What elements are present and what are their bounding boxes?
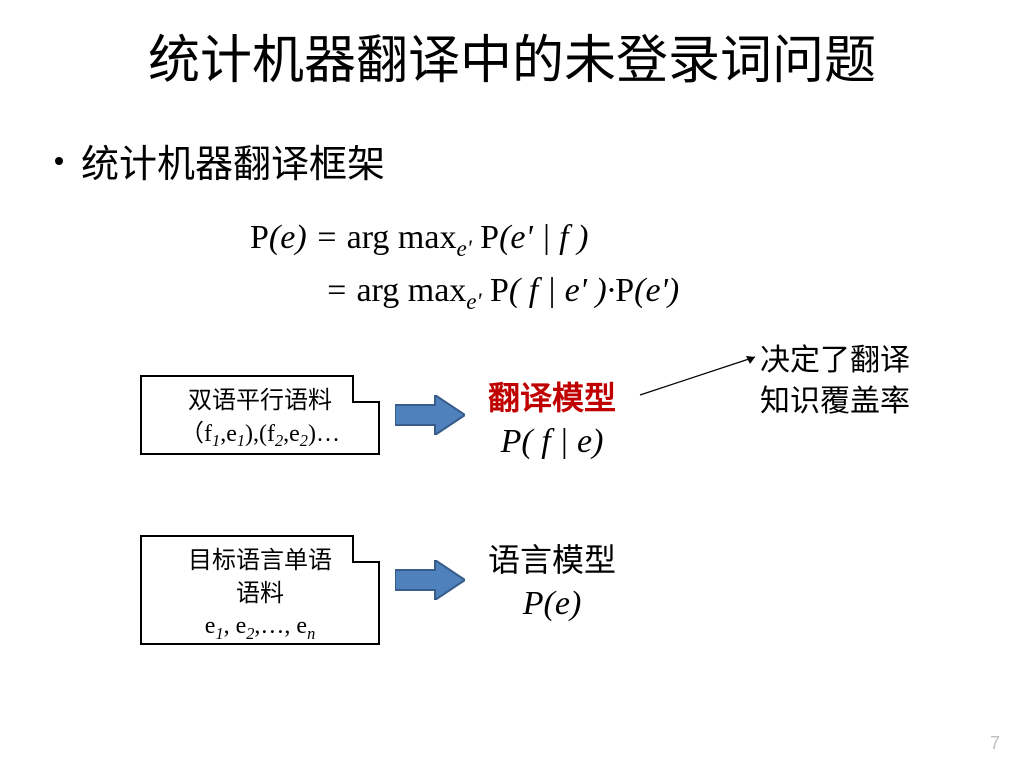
annotation-line1: 决定了翻译 [760,341,910,382]
arrow-icon [395,395,465,435]
coverage-annotation: 决定了翻译 知识覆盖率 [760,341,910,422]
box-corner-icon [352,375,380,403]
monolingual-corpus-box: 目标语言单语 语料 e1, e2,…, en [140,535,380,645]
bullet-text: 统计机器翻译框架 [81,133,385,188]
box-corner-icon [352,535,380,563]
box1-line2: （f1,e1),(f2,e2)… [148,418,372,450]
language-model-formula: P(e) [488,585,616,623]
language-model-block: 语言模型 P(e) [488,535,616,623]
language-model-title: 语言模型 [488,535,616,581]
translation-model-block: 翻译模型 P( f | e) [488,373,616,461]
arrow-icon [395,560,465,600]
box2-line1: 目标语言单语 [148,545,372,577]
box2-line3: e1, e2,…, en [148,610,372,642]
bilingual-corpus-box: 双语平行语料 （f1,e1),(f2,e2)… [140,375,380,455]
annotation-line2: 知识覆盖率 [760,382,910,423]
translation-model-formula: P( f | e) [488,423,616,461]
box1-line1: 双语平行语料 [148,385,372,417]
formula-line-2: = arg maxe' P( f | e' )·P(e') [325,265,1024,318]
translation-model-title: 翻译模型 [488,373,616,419]
bullet-dot [55,157,63,165]
page-number: 7 [990,733,1000,754]
slide-title: 统计机器翻译中的未登录词问题 [0,0,1024,93]
diagram-area: 双语平行语料 （f1,e1),(f2,e2)… 目标语言单语 语料 e1, e2… [0,335,1024,675]
main-formula: P(e) = arg maxe' P(e' | f ) = arg maxe' … [250,212,1024,317]
bullet-row: 统计机器翻译框架 [55,133,1024,188]
formula-line-1: P(e) = arg maxe' P(e' | f ) [250,212,1024,265]
box2-line2: 语料 [148,578,372,610]
annotation-connector [640,385,760,386]
